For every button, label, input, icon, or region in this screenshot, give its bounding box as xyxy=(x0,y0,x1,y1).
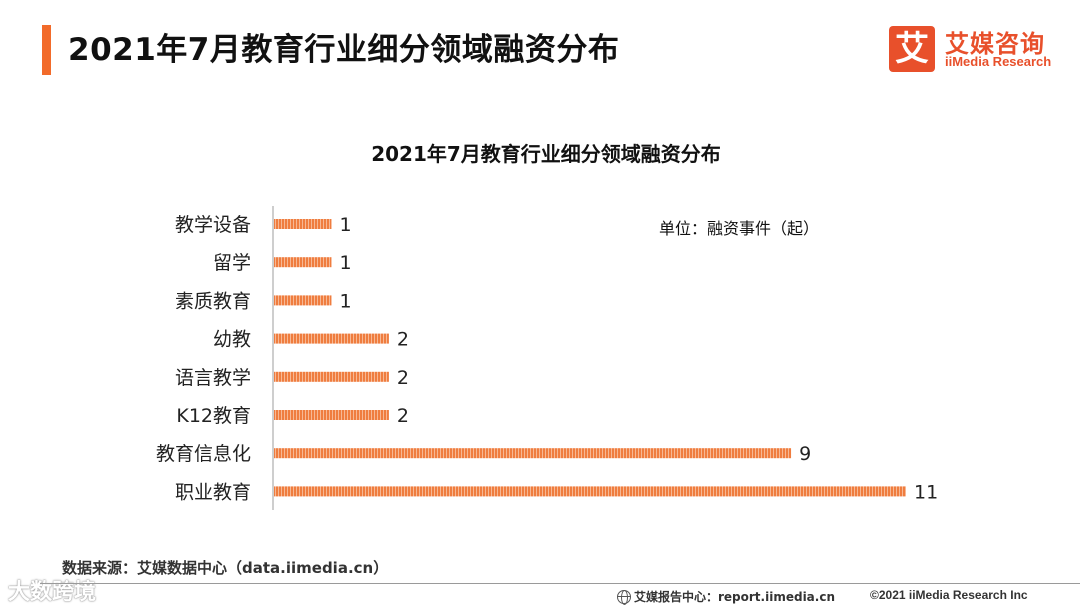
category-label: 留学 xyxy=(213,252,251,274)
bar xyxy=(274,257,332,268)
value-label: 1 xyxy=(339,214,351,236)
bar xyxy=(274,333,389,344)
bar xyxy=(274,295,332,306)
category-label: 职业教育 xyxy=(175,481,251,503)
footer-copyright: ©2021 iiMedia Research Inc xyxy=(870,588,1028,602)
value-label: 9 xyxy=(799,443,811,465)
bars-layer: 教学设备 1 留学 1 素质教育 1 幼教 2 语言教学 2 K12教育 2 教育信息化 9 职业教育 11 xyxy=(156,214,938,503)
bar xyxy=(274,219,332,229)
footer-report: 艾媒报告中心：report.iimedia.cn xyxy=(617,588,835,605)
value-label: 11 xyxy=(914,481,938,503)
chart-title: 2021年7月教育行业细分领域融资分布 xyxy=(371,142,721,166)
footer-report-text: 艾媒报告中心：report.iimedia.cn xyxy=(634,590,835,604)
unit-label: 单位：融资事件（起） xyxy=(659,219,820,238)
category-label: 语言教学 xyxy=(175,367,251,389)
title-accent-bar xyxy=(42,25,51,75)
bar xyxy=(274,371,389,382)
category-label: 素质教育 xyxy=(175,290,251,312)
page-title: 2021年7月教育行业细分领域融资分布 xyxy=(68,32,620,68)
category-label: 教育信息化 xyxy=(156,443,251,465)
logo-name-cn: 艾媒咨询 xyxy=(945,30,1045,58)
brand-logo: 艾 艾媒咨询 iiMedia Research xyxy=(889,26,1064,72)
watermark: 大数跨境 xyxy=(8,580,97,605)
logo-name-en: iiMedia Research xyxy=(945,54,1052,69)
category-label: 幼教 xyxy=(213,329,251,351)
category-label: 教学设备 xyxy=(175,214,251,236)
bar xyxy=(274,448,792,459)
bar xyxy=(274,410,389,420)
value-label: 2 xyxy=(397,329,409,351)
data-source: 数据来源：艾媒数据中心（data.iimedia.cn） xyxy=(62,559,389,577)
bar xyxy=(274,486,906,497)
value-label: 1 xyxy=(339,252,351,274)
globe-icon xyxy=(617,590,631,605)
footer-divider xyxy=(40,583,1080,584)
value-label: 2 xyxy=(397,367,409,389)
logo-icon: 艾 xyxy=(889,26,935,72)
value-label: 2 xyxy=(397,405,409,427)
value-label: 1 xyxy=(339,290,351,312)
category-label: K12教育 xyxy=(176,405,251,427)
